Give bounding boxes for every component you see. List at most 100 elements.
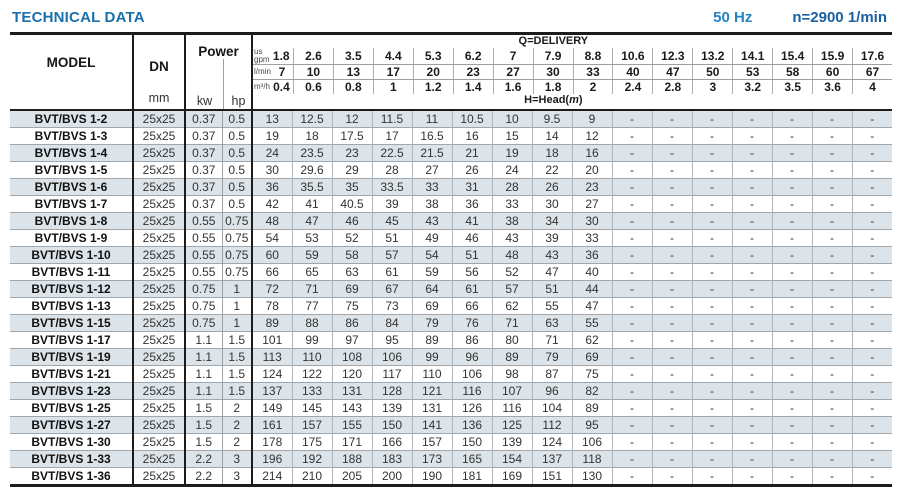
head-value-cell: 19 [492,144,533,162]
head-value-cell: - [652,348,693,366]
head-value-cell: 210 [292,467,333,486]
head-value-cell: - [732,297,773,315]
head-value-cell: 45 [372,212,413,230]
head-value-cell: - [732,246,773,264]
head-value-cell: - [612,433,653,451]
delivery-label: Q=DELIVERY [518,35,589,47]
head-value-cell: 17 [372,127,413,145]
head-value-cell: 65 [292,263,333,281]
head-value-cell: - [812,144,853,162]
delivery-unit-cell: 17 [372,65,413,79]
head-value-cell: 84 [372,314,413,332]
head-value-cell: - [652,297,693,315]
head-value-cell: 106 [572,433,613,451]
head-value-cell: - [772,127,813,145]
head-value-cell: - [772,109,813,128]
kw-cell: 1.1 [185,348,223,366]
delivery-unit-cell: 0.6 [292,80,333,94]
head-value-cell: - [732,109,773,128]
head-value-cell: 169 [492,467,533,486]
hp-cell: 2 [222,399,253,417]
head-value-cell: - [692,399,733,417]
head-value-cell: 47 [532,263,573,281]
head-value-cell: - [732,161,773,179]
head-value-cell: - [812,348,853,366]
head-value-cell: 51 [372,229,413,247]
head-value-cell: 128 [372,382,413,400]
head-value-cell: - [772,467,813,486]
head-value-cell: 157 [292,416,333,434]
delivery-unit-cell: 47 [652,65,692,79]
head-value-cell: - [852,280,892,298]
head-value-cell: 181 [452,467,493,486]
head-value-cell: 56 [452,263,493,281]
head-value-cell: 46 [452,229,493,247]
model-cell: BVT/BVS 1-19 [10,348,134,366]
head-value-cell: 79 [412,314,453,332]
head-value-cell: - [732,365,773,383]
head-value-cell: 10 [492,109,533,128]
head-value-cell: 60 [252,246,293,264]
delivery-unit-row: m³/h 0.4 0.6 0.8 1 1.2 1.4 1.6 1.8 2 2.4 2.8 3 3.2 3.5… [253,80,892,94]
head-value-cell: - [692,109,733,128]
head-value-cell: - [772,297,813,315]
head-value-cell: 190 [412,467,453,486]
dn-cell: 25x25 [133,314,186,332]
head-value-cell: 124 [532,433,573,451]
table-row: BVT/BVS 1-4 25x25 0.37 0.5 24 23.5 23 22.5 21.5 2… [10,144,892,162]
head-value-cell: 39 [372,195,413,213]
unit-label: l/min [254,67,271,76]
hp-cell: 1.5 [222,365,253,383]
head-value-cell: 95 [572,416,613,434]
delivery-unit-cell: 12.3 [652,48,692,64]
head-value-cell: - [732,229,773,247]
head-value-cell: - [732,399,773,417]
head-value-cell: 62 [572,331,613,349]
model-cell: BVT/BVS 1-13 [10,297,134,315]
table-row: BVT/BVS 1-25 25x25 1.5 2 149 145 143 139 131 126 1… [10,399,892,417]
head-value-cell: 155 [332,416,373,434]
model-cell: BVT/BVS 1-21 [10,365,134,383]
hp-cell: 2 [222,433,253,451]
head-value-cell: 122 [292,365,333,383]
head-value-cell: 107 [492,382,533,400]
head-value-cell: - [812,399,853,417]
head-value-cell: 75 [572,365,613,383]
head-value-cell: - [812,450,853,468]
head-value-cell: - [812,263,853,281]
head-value-cell: 54 [412,246,453,264]
delivery-unit-cell: 2.4 [612,80,652,94]
head-value-cell: - [852,399,892,417]
head-value-cell: - [852,297,892,315]
head-value-cell: 40.5 [332,195,373,213]
head-value-cell: - [812,314,853,332]
head-value-cell: 137 [532,450,573,468]
kw-cell: 0.37 [185,144,223,162]
head-value-cell: 71 [492,314,533,332]
head-value-cell: - [852,416,892,434]
delivery-unit-row: us gpm 1.8 2.6 3.5 4.4 5.3 6.2 7 7.9 8.8 10.6 12.3 13… [253,48,892,65]
table-row: BVT/BVS 1-12 25x25 0.75 1 72 71 69 67 64 61 57 51 44… [10,280,892,298]
head-value-cell: 173 [412,450,453,468]
hp-cell: 1.5 [222,348,253,366]
head-value-cell: 19 [252,127,293,145]
head-value-cell: - [732,195,773,213]
delivery-unit-cell: 1.6 [492,80,533,94]
head-value-cell: - [692,382,733,400]
head-value-cell: - [812,161,853,179]
kw-cell: 0.37 [185,178,223,196]
dn-cell: 25x25 [133,467,186,486]
head-value-cell: 64 [412,280,453,298]
head-value-cell: - [772,280,813,298]
delivery-unit-cell: 4 [852,80,892,94]
dn-cell: 25x25 [133,331,186,349]
model-cell: BVT/BVS 1-10 [10,246,134,264]
head-value-cell: - [612,109,653,128]
dn-cell: 25x25 [133,109,186,128]
head-value-cell: 31 [452,178,493,196]
hp-cell: 1 [222,314,253,332]
head-value-cell: 77 [292,297,333,315]
head-value-cell: - [612,450,653,468]
head-value-cell: 46 [332,212,373,230]
hp-cell: 0.5 [222,109,253,128]
